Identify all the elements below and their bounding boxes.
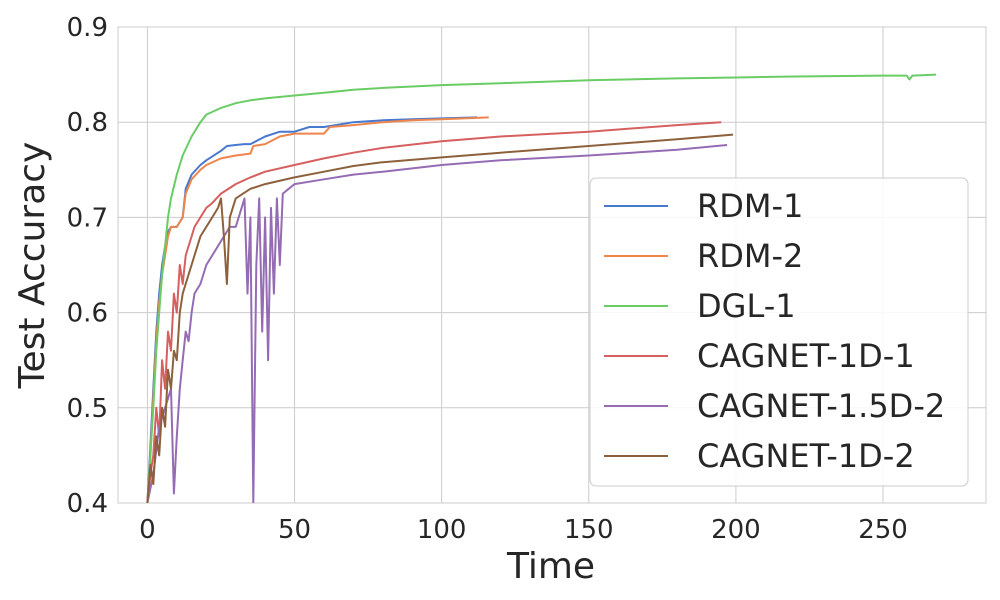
legend-label-rdm-1: RDM-1 (697, 187, 803, 225)
legend-label-cagnet-1d-1: CAGNET-1D-1 (697, 337, 915, 375)
y-axis-ticks: 0.4 0.5 0.6 0.7 0.8 0.9 (67, 13, 108, 519)
legend-label-cagnet-1-5d-2: CAGNET-1.5D-2 (697, 387, 945, 425)
series-line-cagnet-1d-2 (146, 133, 734, 503)
x-tick-label: 50 (278, 515, 311, 545)
x-tick-label: 100 (417, 515, 467, 545)
legend-label-cagnet-1d-2: CAGNET-1D-2 (697, 437, 915, 475)
legend-label-rdm-2: RDM-2 (697, 237, 803, 275)
y-tick-label: 0.9 (67, 13, 108, 43)
x-tick-label: 150 (564, 515, 614, 545)
x-tick-label: 200 (711, 515, 761, 545)
x-tick-label: 250 (858, 515, 908, 545)
legend-label-dgl-1: DGL-1 (697, 287, 796, 325)
y-tick-label: 0.4 (67, 489, 108, 519)
series-line-dgl-1 (146, 73, 937, 503)
x-tick-label: 0 (139, 515, 156, 545)
x-axis-ticks: 0 50 100 150 200 250 (139, 515, 908, 545)
legend: RDM-1 RDM-2 DGL-1 CAGNET-1D-1 CAGNET-1.5D-2 C… (589, 177, 969, 487)
x-axis-label: Time (506, 546, 595, 587)
y-tick-label: 0.6 (67, 299, 108, 329)
series-line-cagnet-1d-1 (146, 121, 722, 503)
grid (118, 26, 986, 504)
y-tick-label: 0.8 (67, 108, 108, 138)
y-axis-label: Test Accuracy (12, 142, 53, 390)
series-line-cagnet-1-5d-2 (146, 144, 728, 503)
y-tick-label: 0.7 (67, 203, 108, 233)
y-tick-label: 0.5 (67, 394, 108, 424)
series-lines (146, 73, 937, 503)
legend-box (589, 177, 969, 487)
